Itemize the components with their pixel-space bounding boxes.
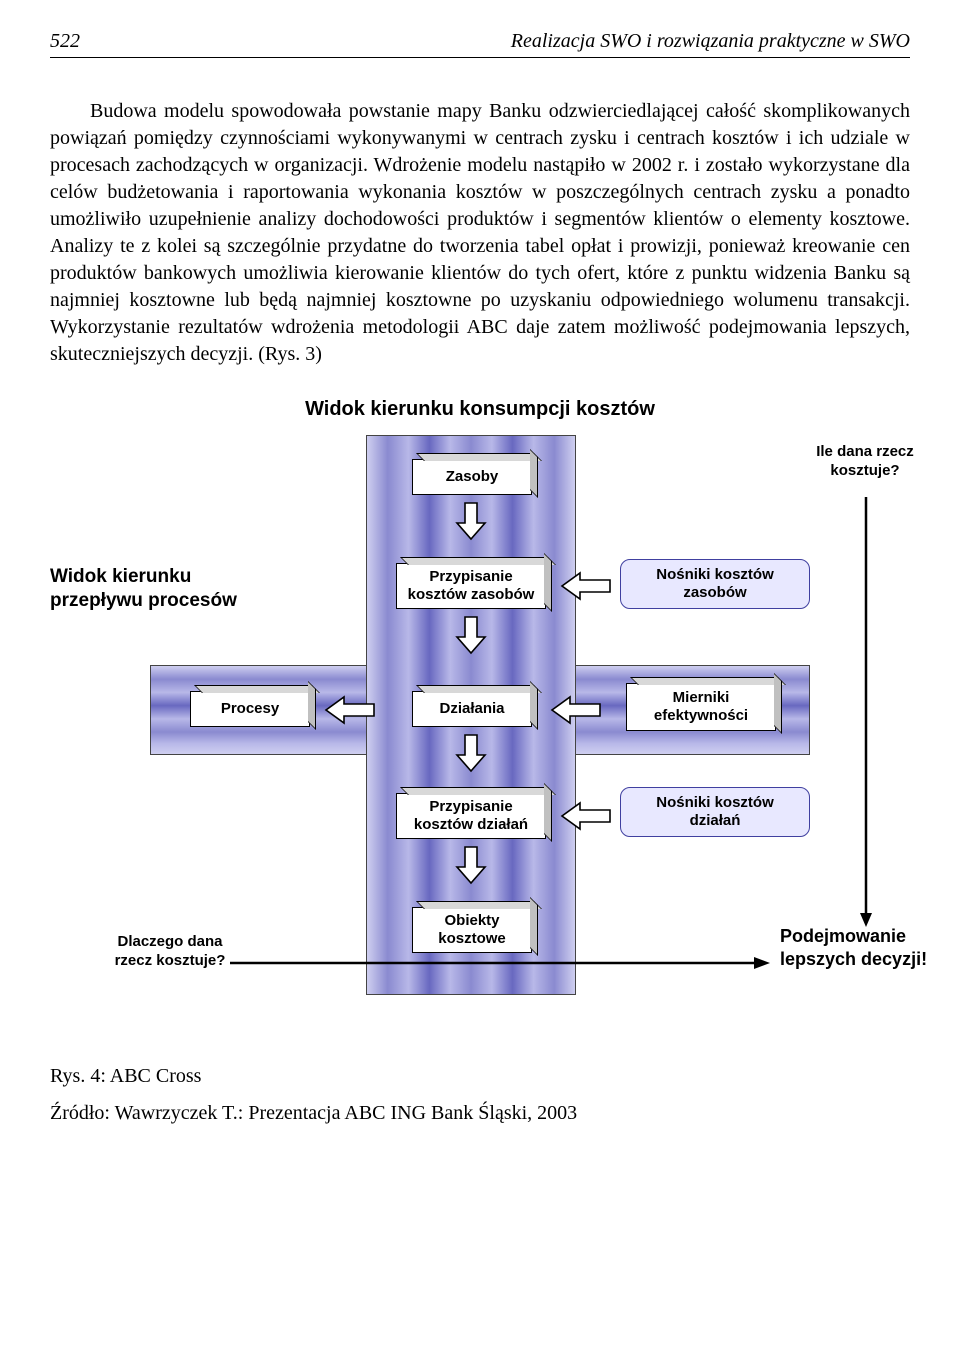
label-podejmowanie: Podejmowanie lepszych decyzji!: [780, 925, 930, 970]
box-dzialania: Działania: [412, 691, 532, 727]
label-dlaczego: Dlaczego dana rzecz kosztuje?: [110, 933, 230, 971]
figure-source: Źródło: Wawrzyczek T.: Prezentacja ABC I…: [50, 1102, 910, 1125]
box-przypisanie-dzialan: Przypisanie kosztów działań: [396, 793, 546, 839]
box-mierniki: Mierniki efektywności: [626, 683, 776, 731]
header-title: Realizacja SWO i rozwiązania praktyczne …: [511, 30, 910, 53]
box-zasoby: Zasoby: [412, 459, 532, 495]
arrow-down-icon-4: [454, 845, 488, 885]
arrow-right-long-down: [858, 497, 874, 927]
box-nosniki-zasobow: Nośniki kosztów zasobów: [620, 559, 810, 609]
body-paragraph: Budowa modelu spowodowała powstanie mapy…: [50, 98, 910, 368]
arrow-left-icon-1: [560, 571, 612, 601]
label-widok-przeplywu: Widok kierunku przepływu procesów: [50, 565, 280, 613]
box-obiekty: Obiekty kosztowe: [412, 907, 532, 953]
box-przypisanie-zasobow: Przypisanie kosztów zasobów: [396, 563, 546, 609]
diagram-title: Widok kierunku konsumpcji kosztów: [50, 398, 910, 421]
abc-cross-diagram: Ile dana rzecz kosztuje? Widok kierunku …: [50, 435, 910, 1045]
arrow-down-icon-1: [454, 501, 488, 541]
arrow-down-icon-2: [454, 615, 488, 655]
arrow-down-icon-3: [454, 733, 488, 773]
arrow-left-icon-2: [324, 695, 376, 725]
page-number: 522: [50, 30, 80, 53]
arrow-left-icon-3: [550, 695, 602, 725]
page-header: 522 Realizacja SWO i rozwiązania praktyc…: [50, 30, 910, 58]
box-procesy: Procesy: [190, 691, 310, 727]
arrow-right-thin-bottom: [230, 955, 770, 971]
figure-caption: Rys. 4: ABC Cross: [50, 1065, 910, 1088]
label-ile-kosztuje: Ile dana rzecz kosztuje?: [810, 443, 920, 481]
box-nosniki-dzialan: Nośniki kosztów działań: [620, 787, 810, 837]
arrow-left-icon-4: [560, 801, 612, 831]
